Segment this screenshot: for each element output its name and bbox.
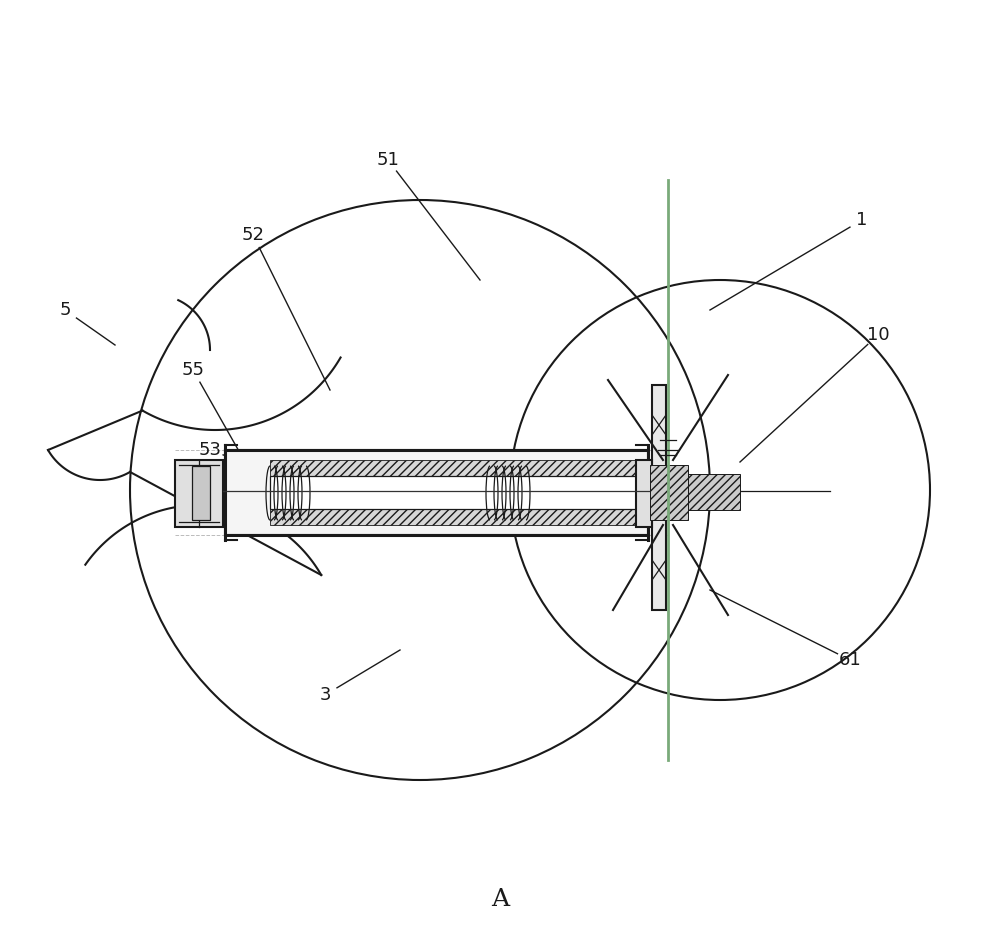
- Text: 52: 52: [242, 226, 265, 244]
- Text: 51: 51: [377, 151, 399, 169]
- Bar: [650, 465, 688, 520]
- Bar: [192, 466, 210, 520]
- Bar: [270, 509, 640, 525]
- Text: 61: 61: [839, 651, 861, 669]
- Text: 1: 1: [856, 211, 868, 229]
- Bar: [270, 460, 640, 476]
- Text: 3: 3: [319, 686, 331, 704]
- Bar: [688, 474, 740, 510]
- Text: 10: 10: [867, 326, 889, 344]
- Text: 55: 55: [182, 361, 205, 379]
- Text: A: A: [491, 888, 509, 912]
- Bar: [652, 385, 666, 610]
- Bar: [270, 476, 640, 509]
- Text: 54: 54: [202, 511, 225, 529]
- Bar: [225, 450, 648, 535]
- Text: 53: 53: [199, 441, 222, 459]
- Bar: [636, 460, 652, 527]
- Bar: [175, 460, 223, 527]
- Text: 5: 5: [59, 301, 71, 319]
